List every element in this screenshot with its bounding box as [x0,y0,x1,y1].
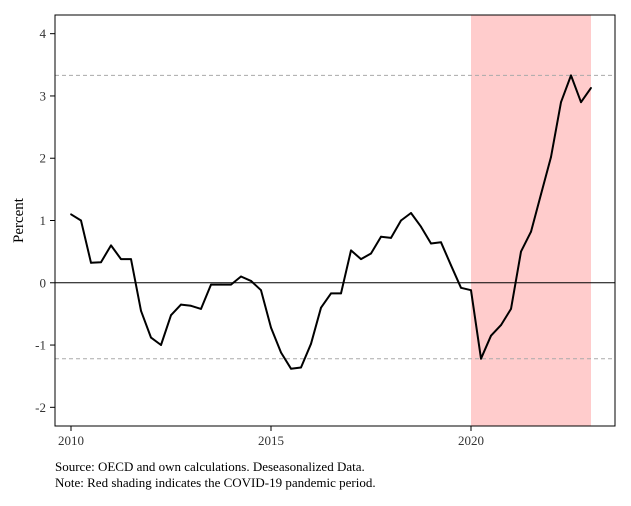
y-tick-label: 2 [40,151,47,166]
y-tick-label: 1 [40,213,47,228]
y-tick-label: 3 [40,88,47,103]
data-point [530,230,532,233]
data-point [300,366,302,369]
data-point [490,334,492,337]
data-point [120,258,122,261]
data-point [410,212,412,214]
data-point [150,336,152,339]
data-point [310,342,312,345]
y-axis-label: Percent [11,197,27,243]
data-point [450,264,452,267]
reference-lines-layer [55,74,615,360]
shading-note: Note: Red shading indicates the COVID-19… [55,474,376,490]
x-tick-label: 2010 [58,433,84,448]
covid-shading-layer [471,15,591,426]
y-tick-label: 4 [40,26,47,41]
data-point [440,241,442,244]
data-point [550,156,552,158]
data-point [160,344,162,346]
data-point [340,292,342,295]
data-point [370,252,372,255]
data-point [320,306,322,309]
y-tick-label: -2 [35,400,46,415]
data-point [390,237,392,239]
data-point [210,283,212,286]
data-point [420,225,422,228]
x-tick-label: 2020 [458,433,484,448]
data-point [400,219,402,222]
source-note: Source: OECD and own calculations. Desea… [55,459,365,474]
data-point [540,193,542,196]
y-axis: -2 -1 0 1 2 3 4 [35,26,55,415]
data-point [80,219,82,222]
data-point [180,303,182,306]
data-point [590,86,592,89]
series-layer [70,74,592,370]
data-point [520,250,522,253]
y-tick-label: 0 [40,275,47,290]
data-point [580,101,582,104]
data-point [170,314,172,317]
data-point [290,367,292,370]
data-point [570,74,572,77]
chart-notes: Source: OECD and own calculations. Desea… [55,459,376,490]
data-point [190,304,192,307]
data-point [280,351,282,354]
data-point [470,289,472,292]
data-point [90,261,92,264]
y-tick-label: -1 [35,338,46,353]
data-point [510,308,512,310]
data-point [250,280,252,282]
data-point [220,283,222,286]
x-axis: 2010 2015 2020 [58,426,484,448]
data-point [100,261,102,264]
data-point [130,258,132,261]
data-point [110,244,112,247]
data-point [500,324,502,327]
data-point [460,286,462,289]
data-point [360,258,362,261]
data-point [230,283,232,286]
data-point [480,357,482,360]
data-point [430,242,432,245]
data-point [260,289,262,292]
x-tick-label: 2015 [258,433,284,448]
data-point [380,235,382,238]
data-point [70,213,72,216]
data-point [200,308,202,310]
data-point [240,275,242,278]
data-point [330,292,332,295]
data-point [560,101,562,104]
covid-shaded-region [471,15,591,426]
data-point [140,309,142,312]
data-point [350,249,352,252]
data-point [270,326,272,329]
